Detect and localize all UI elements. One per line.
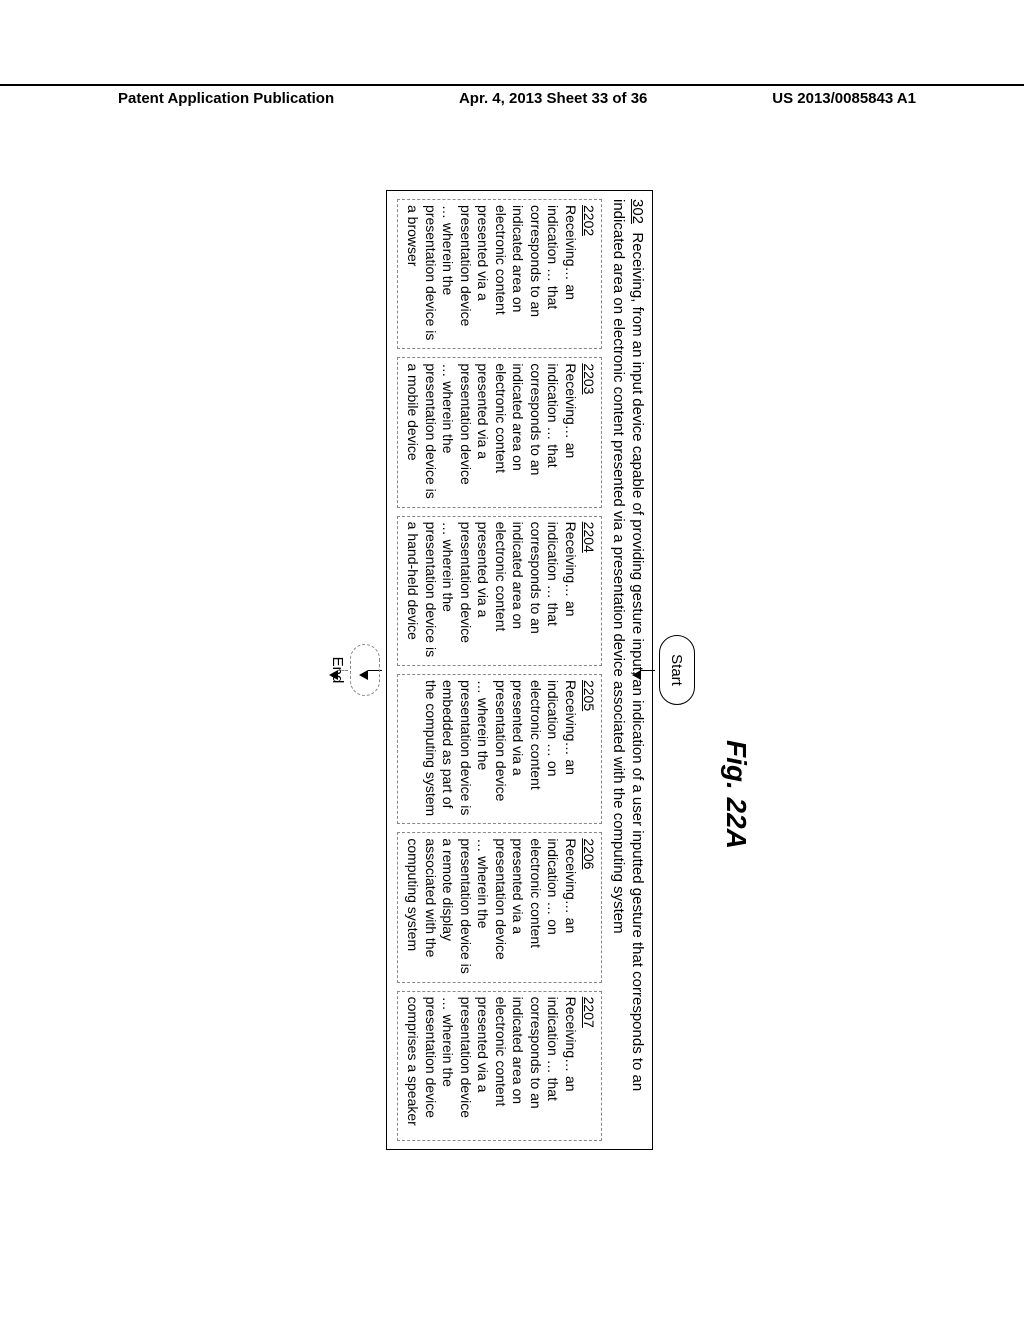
sub-box-2204: 2204 Receiving… an indication … that cor… bbox=[397, 516, 603, 666]
sub-box-2202: 2202 Receiving… an indication … that cor… bbox=[397, 199, 603, 349]
sub-box-2206: 2206 Receiving… an indication … on elect… bbox=[397, 832, 603, 982]
main-step-body: Receiving, from an input device capable … bbox=[610, 199, 646, 1091]
sub-box-2203: 2203 Receiving… an indication … that cor… bbox=[397, 357, 603, 507]
header-right: US 2013/0085843 A1 bbox=[772, 90, 916, 107]
sub-ref: 2207 bbox=[580, 997, 598, 1135]
sub-text: Receiving… an indication … on electronic… bbox=[406, 838, 580, 973]
dashed-continuation-node bbox=[350, 644, 380, 696]
sub-ref: 2203 bbox=[580, 363, 598, 501]
page-header: Patent Application Publication Apr. 4, 2… bbox=[0, 84, 1024, 107]
flowchart-region: Start 302 Receiving, from an input devic… bbox=[329, 190, 695, 1150]
main-step-ref: 302 bbox=[629, 199, 646, 224]
header-center: Apr. 4, 2013 Sheet 33 of 36 bbox=[459, 90, 647, 107]
sub-box-2207: 2207 Receiving… an indication … that cor… bbox=[397, 991, 603, 1141]
sub-ref: 2205 bbox=[580, 680, 598, 818]
sub-text: Receiving… an indication … that correspo… bbox=[406, 363, 580, 498]
sub-text: Receiving… an indication … on electronic… bbox=[423, 680, 579, 816]
sub-box-2205: 2205 Receiving… an indication … on elect… bbox=[397, 674, 603, 824]
main-step-box: 302 Receiving, from an input device capa… bbox=[386, 190, 653, 1150]
sub-text: Receiving… an indication … that correspo… bbox=[406, 997, 580, 1126]
sub-ref: 2202 bbox=[580, 205, 598, 343]
start-label: Start bbox=[669, 654, 686, 686]
sub-steps-row: 2202 Receiving… an indication … that cor… bbox=[397, 199, 603, 1141]
main-step-text: 302 Receiving, from an input device capa… bbox=[609, 199, 647, 1141]
sub-ref: 2204 bbox=[580, 522, 598, 660]
header-left: Patent Application Publication bbox=[118, 90, 334, 107]
sub-text: Receiving… an indication … that correspo… bbox=[406, 522, 580, 657]
sub-ref: 2206 bbox=[580, 838, 598, 976]
sub-text: Receiving… an indication … that correspo… bbox=[406, 205, 580, 340]
figure-label: Fig. 22A bbox=[720, 740, 752, 849]
start-node: Start bbox=[659, 635, 695, 705]
end-label: End bbox=[329, 190, 346, 1150]
